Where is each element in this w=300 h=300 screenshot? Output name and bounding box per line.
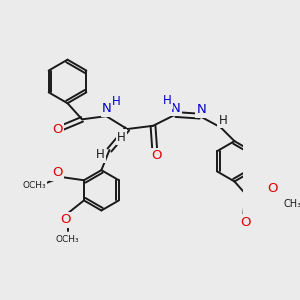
Text: N: N [102,102,112,116]
Text: H: H [163,94,172,107]
Text: OCH₃: OCH₃ [22,181,46,190]
Text: H: H [95,148,104,161]
Text: O: O [267,182,278,195]
Text: O: O [60,213,70,226]
Text: H: H [112,95,121,108]
Text: CH₃: CH₃ [284,199,300,209]
Text: H: H [219,114,227,127]
Text: O: O [151,149,161,162]
Text: N: N [171,102,181,115]
Text: O: O [241,216,251,229]
Text: O: O [52,122,62,136]
Text: O: O [52,167,63,179]
Text: OCH₃: OCH₃ [56,235,80,244]
Text: N: N [196,103,206,116]
Text: H: H [117,130,126,144]
